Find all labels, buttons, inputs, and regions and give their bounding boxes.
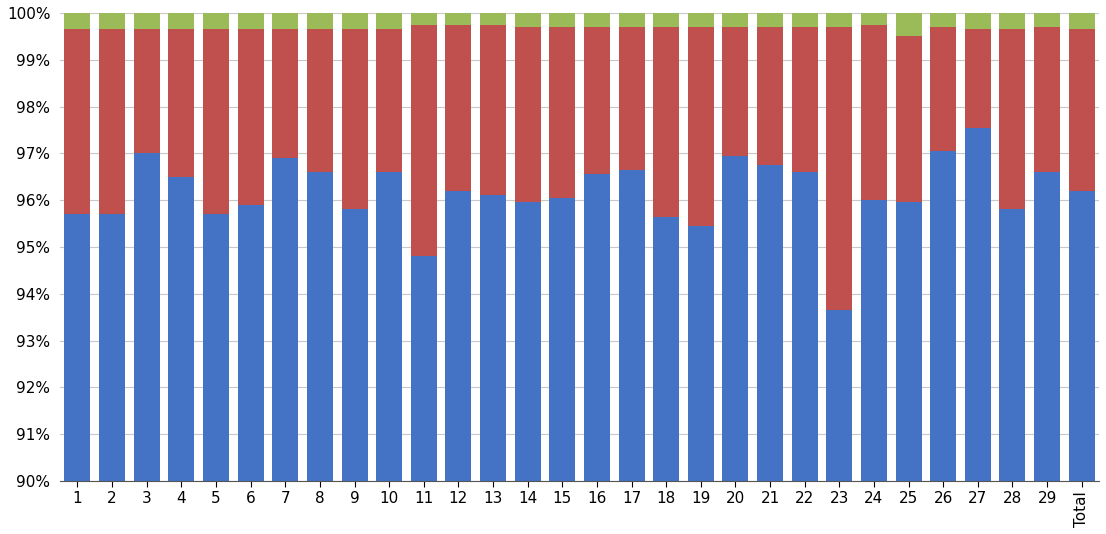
Bar: [618, 27, 645, 170]
Bar: [722, 27, 749, 156]
Bar: [896, 202, 921, 534]
Bar: [1034, 27, 1060, 172]
Bar: [896, 13, 921, 36]
Bar: [758, 165, 783, 534]
Bar: [514, 13, 541, 27]
Bar: [654, 13, 679, 27]
Bar: [100, 13, 125, 29]
Bar: [134, 153, 159, 534]
Bar: [896, 36, 921, 202]
Bar: [584, 175, 609, 534]
Bar: [964, 29, 991, 128]
Bar: [446, 13, 471, 25]
Bar: [1068, 29, 1095, 191]
Bar: [100, 29, 125, 214]
Bar: [238, 205, 263, 534]
Bar: [1034, 172, 1060, 534]
Bar: [550, 13, 575, 27]
Bar: [238, 29, 263, 205]
Bar: [1068, 191, 1095, 534]
Bar: [688, 27, 713, 226]
Bar: [272, 158, 299, 534]
Bar: [792, 13, 817, 27]
Bar: [1000, 29, 1025, 209]
Bar: [64, 13, 91, 29]
Bar: [134, 13, 159, 29]
Bar: [758, 13, 783, 27]
Bar: [930, 13, 957, 27]
Bar: [306, 29, 333, 172]
Bar: [860, 200, 887, 534]
Bar: [204, 214, 229, 534]
Bar: [860, 13, 887, 25]
Bar: [168, 13, 195, 29]
Bar: [722, 13, 749, 27]
Bar: [514, 202, 541, 534]
Bar: [1068, 13, 1095, 29]
Bar: [654, 27, 679, 216]
Bar: [410, 256, 437, 534]
Bar: [446, 191, 471, 534]
Bar: [618, 170, 645, 534]
Bar: [342, 13, 367, 29]
Bar: [688, 226, 713, 534]
Bar: [1000, 13, 1025, 29]
Bar: [64, 214, 91, 534]
Bar: [860, 25, 887, 200]
Bar: [134, 29, 159, 153]
Bar: [550, 198, 575, 534]
Bar: [100, 214, 125, 534]
Bar: [480, 25, 507, 195]
Bar: [168, 177, 195, 534]
Bar: [584, 27, 609, 175]
Bar: [272, 29, 299, 158]
Bar: [1000, 209, 1025, 534]
Bar: [342, 29, 367, 209]
Bar: [410, 13, 437, 25]
Bar: [792, 172, 817, 534]
Bar: [204, 13, 229, 29]
Bar: [964, 128, 991, 534]
Bar: [758, 27, 783, 165]
Bar: [930, 151, 957, 534]
Bar: [64, 29, 91, 214]
Bar: [272, 13, 299, 29]
Bar: [446, 25, 471, 191]
Bar: [480, 195, 507, 534]
Bar: [826, 310, 853, 534]
Bar: [654, 216, 679, 534]
Bar: [306, 172, 333, 534]
Bar: [584, 13, 609, 27]
Bar: [792, 27, 817, 172]
Bar: [826, 13, 853, 27]
Bar: [930, 27, 957, 151]
Bar: [410, 25, 437, 256]
Bar: [618, 13, 645, 27]
Bar: [376, 29, 403, 172]
Bar: [204, 29, 229, 214]
Bar: [514, 27, 541, 202]
Bar: [480, 13, 507, 25]
Bar: [306, 13, 333, 29]
Bar: [376, 13, 403, 29]
Bar: [550, 27, 575, 198]
Bar: [376, 172, 403, 534]
Bar: [688, 13, 713, 27]
Bar: [168, 29, 195, 177]
Bar: [964, 13, 991, 29]
Bar: [238, 13, 263, 29]
Bar: [342, 209, 367, 534]
Bar: [1034, 13, 1060, 27]
Bar: [826, 27, 853, 310]
Bar: [722, 156, 749, 534]
